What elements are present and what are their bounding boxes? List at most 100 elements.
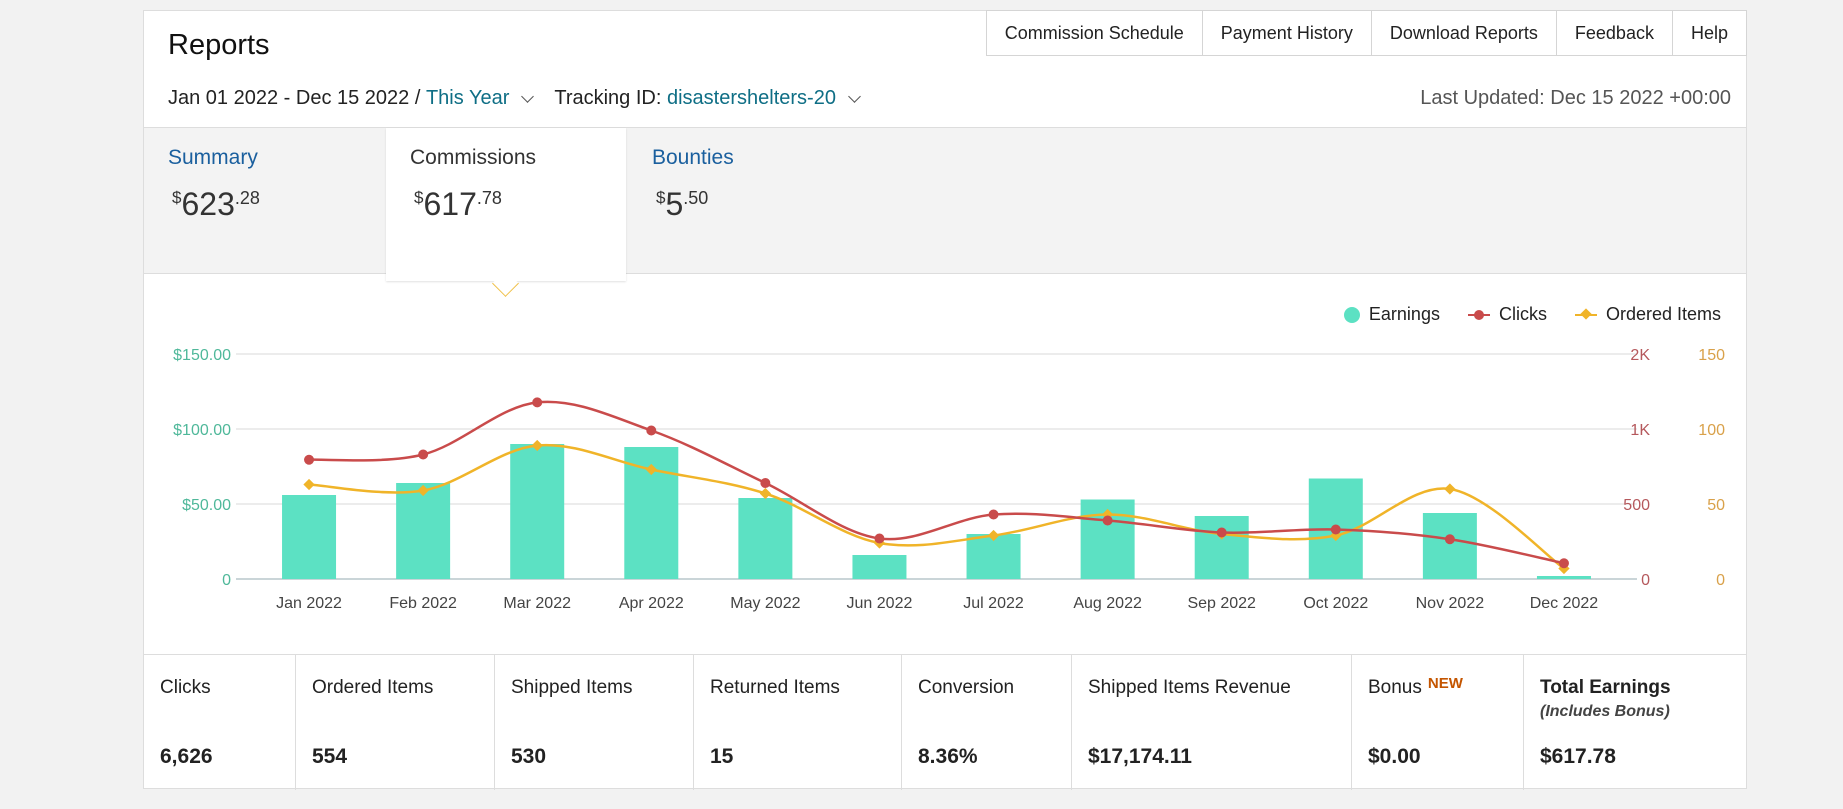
- clicks-point: [1330, 524, 1341, 535]
- amount-whole: 5: [665, 186, 684, 222]
- period-dropdown[interactable]: This Year: [425, 87, 510, 109]
- tab-label: Commissions: [410, 146, 537, 169]
- metric-shipped-items: Shipped Items 530: [495, 655, 694, 790]
- bounties-amount: $5.50: [656, 186, 708, 223]
- x-tick-label: Mar 2022: [503, 595, 571, 612]
- download-reports-button[interactable]: Download Reports: [1370, 10, 1557, 56]
- ordered-items-point: [645, 463, 657, 476]
- amount-cents: .78: [476, 188, 502, 208]
- x-tick-label: May 2022: [730, 595, 800, 612]
- clicks-point: [1444, 534, 1455, 545]
- earnings-bar: [510, 444, 565, 579]
- amount-cents: .50: [683, 188, 709, 208]
- metric-label: Bonus NEW: [1368, 675, 1463, 699]
- page-title: Reports: [168, 29, 270, 61]
- ordered-items-line: [308, 443, 1565, 570]
- report-tabs: Summary $623.28 Commissions $617.78 Boun…: [144, 127, 1746, 297]
- ordered-items-point: [1444, 483, 1456, 495]
- clicks-point: [1216, 527, 1227, 538]
- clicks-point: [1102, 515, 1113, 526]
- metric-ordered-items: Ordered Items 554: [296, 655, 495, 790]
- commission-schedule-button[interactable]: Commission Schedule: [985, 10, 1203, 56]
- reports-card: Reports Commission Schedule Payment Hist…: [143, 10, 1747, 790]
- earnings-bar: [738, 498, 793, 579]
- y-right-tick-label: 0: [1641, 572, 1650, 589]
- clicks-point: [1558, 558, 1569, 569]
- metric-value: 6,626: [160, 745, 213, 768]
- amount-whole: 617: [423, 186, 477, 222]
- legend-ordered-items[interactable]: Ordered Items: [1574, 304, 1721, 325]
- ordered-items-point: [417, 484, 429, 497]
- ordered-items-point: [759, 487, 772, 500]
- summary-amount: $623.28: [172, 186, 260, 223]
- earnings-bar: [396, 483, 451, 579]
- x-tick-label: Aug 2022: [1073, 595, 1142, 612]
- metrics-row: Clicks 6,626 Ordered Items 554 Shipped I…: [144, 654, 1746, 790]
- y-right-tick-label: 2K: [1630, 347, 1650, 364]
- x-tick-label: Dec 2022: [1530, 595, 1599, 612]
- metric-value: 15: [710, 745, 734, 768]
- tab-commissions[interactable]: Commissions $617.78: [386, 128, 626, 297]
- clicks-swatch-icon: [1467, 309, 1490, 320]
- metric-label: Conversion: [918, 677, 1015, 698]
- x-tick-label: Jan 2022: [276, 595, 342, 612]
- commissions-amount: $617.78: [414, 186, 502, 223]
- clicks-point: [304, 454, 315, 465]
- clicks-point: [532, 397, 543, 408]
- earnings-bar: [1422, 513, 1477, 579]
- x-tick-label: Nov 2022: [1416, 595, 1485, 612]
- tab-label: Bounties: [652, 146, 734, 169]
- ordered-items-point: [987, 529, 1000, 542]
- bonus-label: Bonus: [1368, 677, 1422, 698]
- ordered-items-swatch-icon: [1574, 307, 1597, 320]
- metric-label: Shipped Items: [511, 677, 633, 698]
- earnings-bar: [1194, 516, 1249, 579]
- help-button[interactable]: Help: [1671, 10, 1747, 56]
- tracking-id-dropdown[interactable]: disastershelters-20: [666, 87, 836, 109]
- amount-cents: .28: [234, 188, 260, 208]
- metric-value: 554: [312, 745, 348, 768]
- legend-label: Ordered Items: [1605, 304, 1721, 324]
- amount-whole: 623: [181, 186, 235, 222]
- currency-symbol: $: [172, 188, 182, 207]
- metric-value: $617.78: [1540, 745, 1616, 768]
- x-tick-label: Jul 2022: [963, 595, 1024, 612]
- metric-label: Total Earnings: [1540, 677, 1671, 698]
- clicks-line: [308, 400, 1565, 565]
- tab-bounties[interactable]: Bounties $5.50: [628, 128, 868, 273]
- date-range: Jan 01 2022 - Dec 15 2022 /: [168, 87, 421, 109]
- clicks-point: [988, 509, 999, 520]
- tab-summary[interactable]: Summary $623.28: [144, 128, 384, 273]
- tab-label: Summary: [168, 146, 258, 169]
- ordered-items-point: [531, 439, 543, 452]
- y-right2-tick-label: 100: [1698, 422, 1725, 439]
- last-updated: Last Updated: Dec 15 2022 +00:00: [1420, 87, 1731, 109]
- legend-label: Earnings: [1368, 304, 1440, 324]
- legend-clicks[interactable]: Clicks: [1467, 304, 1547, 325]
- filters-row: Jan 01 2022 - Dec 15 2022 / This Year Tr…: [168, 87, 881, 110]
- y-right2-tick-label: 0: [1716, 572, 1725, 589]
- metric-shipped-items-revenue: Shipped Items Revenue $17,174.11: [1072, 655, 1352, 790]
- legend-earnings[interactable]: Earnings: [1343, 304, 1440, 325]
- metric-conversion: Conversion 8.36%: [902, 655, 1072, 790]
- y-left-tick-label: $150.00: [173, 347, 231, 364]
- metric-value: $17,174.11: [1088, 745, 1192, 768]
- y-right2-tick-label: 50: [1707, 497, 1725, 514]
- top-nav: Commission Schedule Payment History Down…: [985, 10, 1747, 56]
- metric-sublabel: (Includes Bonus): [1540, 703, 1670, 720]
- currency-symbol: $: [656, 188, 666, 207]
- y-left-tick-label: 0: [222, 572, 231, 589]
- clicks-point: [646, 425, 657, 436]
- metric-returned-items: Returned Items 15: [694, 655, 902, 790]
- metric-value: 530: [511, 745, 547, 768]
- metric-label: Clicks: [160, 677, 211, 698]
- clicks-point: [418, 449, 429, 460]
- metric-label: Shipped Items Revenue: [1088, 677, 1291, 698]
- x-tick-label: Feb 2022: [389, 595, 457, 612]
- earnings-chart: 0 $50.00 $100.00 $150.00 0 500 1K 2K 0 50 100 150 Ja…: [173, 347, 1725, 612]
- y-left-tick-label: $100.00: [173, 422, 231, 439]
- earnings-bar: [852, 555, 907, 579]
- metric-clicks: Clicks 6,626: [144, 655, 296, 790]
- y-left-tick-label: $50.00: [182, 497, 231, 514]
- metric-value: $0.00: [1368, 745, 1421, 768]
